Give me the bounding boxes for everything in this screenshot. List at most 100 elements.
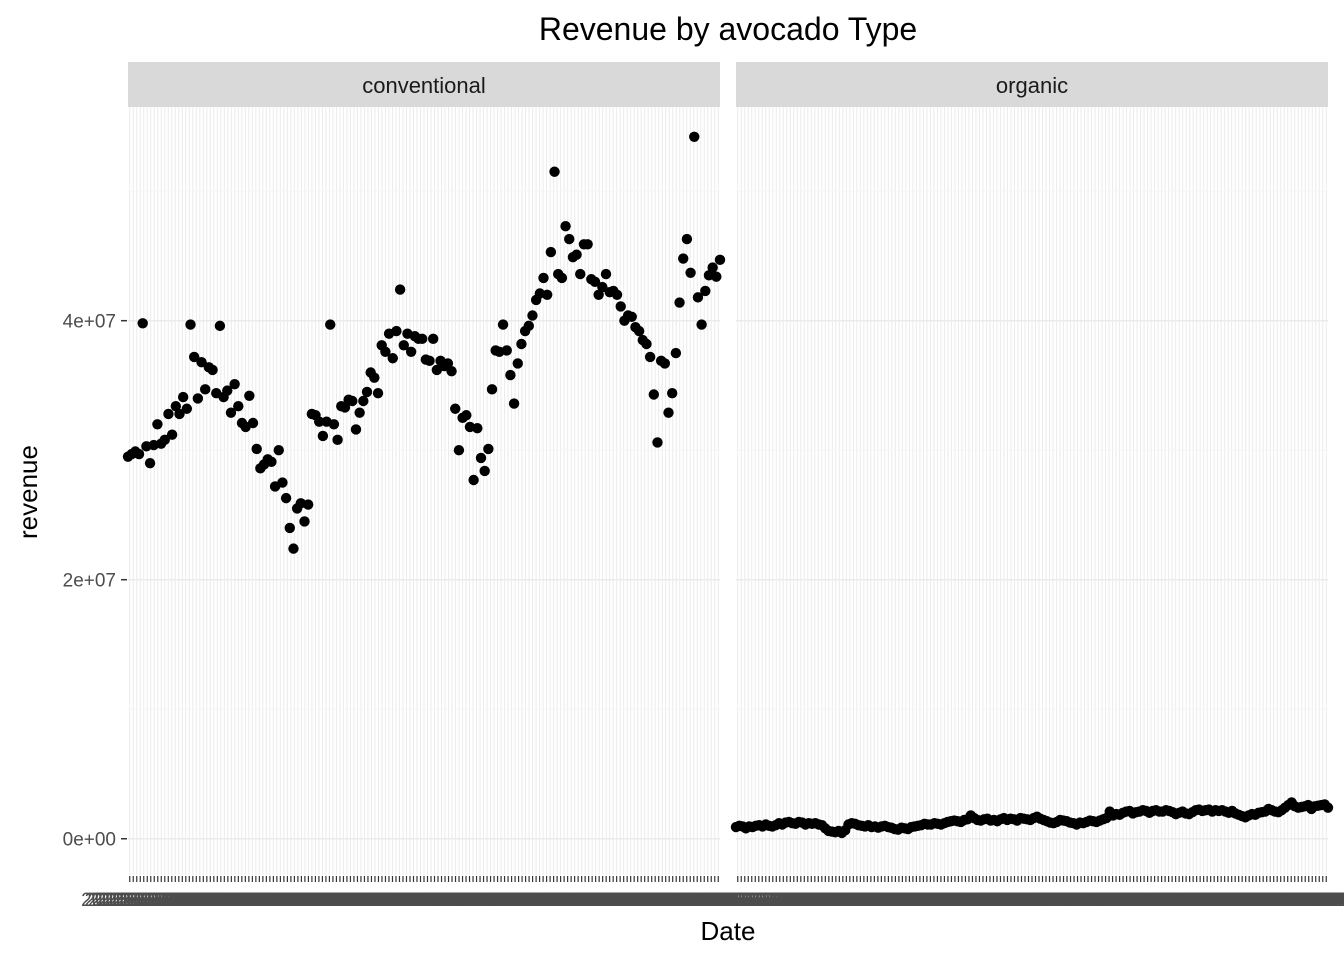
data-point [442, 358, 454, 369]
x-tick-label: 2015-01-04 [92, 890, 190, 911]
x-tick-label: 2015-01-04 [298, 890, 396, 911]
data-point [416, 333, 428, 345]
data-point [659, 358, 671, 369]
x-tick-label: 2015-01-04 [435, 890, 533, 911]
x-tick-label: 2015-01-04 [864, 890, 962, 911]
x-tick-label: 2015-01-04 [829, 890, 927, 911]
data-point [394, 284, 406, 295]
x-tick-label: 2015-01-04 [473, 890, 571, 911]
x-tick-label: 2015-01-04 [141, 890, 239, 911]
x-tick-label: 2015-01-04 [833, 890, 931, 911]
x-tick-label: 2015-01-04 [962, 890, 1060, 911]
x-tick-label: 2015-01-04 [899, 890, 997, 911]
x-tick-label: 2015-01-04 [102, 890, 200, 911]
x-tick-label: 2015-01-04 [1183, 890, 1281, 911]
x-tick-label: 2015-01-04 [696, 890, 794, 911]
chart-title: Revenue by avocado Type [539, 11, 917, 47]
x-tick-label: 2015-01-04 [770, 890, 868, 911]
x-tick-label: 2015-01-04 [784, 890, 882, 911]
data-point [380, 346, 391, 357]
x-tick-label: 2015-01-04 [631, 890, 729, 911]
data-point [299, 516, 310, 527]
facet-panel-organic: organic2015-01-042015-01-042015-01-04201… [689, 62, 1344, 911]
x-tick-label: 2015-01-04 [670, 890, 768, 911]
x-tick-label: 2015-01-04 [1215, 890, 1313, 911]
data-point [339, 402, 351, 413]
x-tick-label: 2015-01-04 [882, 890, 980, 911]
x-tick-label: 2015-01-04 [903, 890, 1001, 911]
x-tick-label: 2015-01-04 [1218, 890, 1316, 911]
x-tick-label: 2015-01-04 [221, 890, 319, 911]
x-tick-label: 2015-01-04 [382, 890, 480, 911]
data-point [192, 393, 204, 404]
x-tick-label: 2015-01-04 [207, 890, 305, 911]
data-point [361, 386, 373, 398]
x-tick-label: 2015-01-04 [375, 890, 473, 911]
x-tick-label: 2015-01-04 [1274, 890, 1344, 911]
x-tick-label: 2015-01-04 [113, 890, 211, 911]
x-tick-label: 2015-01-04 [1197, 890, 1295, 911]
x-tick-label: 2015-01-04 [281, 890, 379, 911]
data-point [589, 276, 601, 288]
x-tick-label: 2015-01-04 [358, 890, 456, 911]
x-tick-label: 2015-01-04 [155, 890, 253, 911]
data-point [611, 289, 623, 300]
x-tick-label: 2015-01-04 [724, 890, 822, 911]
x-tick-label: 2015-01-04 [344, 890, 442, 911]
x-tick-label: 2015-01-04 [316, 890, 414, 911]
x-tick-label: 2015-01-04 [1071, 890, 1169, 911]
facet-panels: conventional2015-01-042015-01-042015-01-… [81, 62, 1344, 911]
x-tick-label: 2015-01-04 [742, 890, 840, 911]
x-tick-label: 2015-01-04 [948, 890, 1046, 911]
x-tick-label: 2015-01-04 [850, 890, 948, 911]
x-tick-label: 2015-01-04 [854, 890, 952, 911]
x-tick-label: 2015-01-04 [941, 890, 1039, 911]
data-point [247, 417, 259, 429]
x-tick-label: 2015-01-04 [523, 890, 621, 911]
x-tick-label: 2015-01-04 [663, 890, 761, 911]
x-tick-label: 2015-01-04 [1102, 890, 1200, 911]
data-point [144, 457, 156, 469]
data-point [556, 272, 568, 284]
data-point [453, 445, 465, 456]
x-tick-label: 2015-01-04 [815, 890, 913, 911]
x-tick-label: 2015-01-04 [291, 890, 389, 911]
x-tick-label: 2015-01-04 [826, 890, 924, 911]
x-tick-label: 2015-01-04 [309, 890, 407, 911]
x-tick-label: 2015-01-04 [931, 890, 1029, 911]
x-tick-label: 2015-01-04 [728, 890, 826, 911]
x-tick-label: 2015-01-04 [85, 890, 183, 911]
x-tick-label: 2015-01-04 [1018, 890, 1116, 911]
x-tick-label: 2015-01-04 [1194, 890, 1292, 911]
data-point [196, 356, 207, 368]
x-tick-label: 2015-01-04 [512, 890, 610, 911]
data-point [696, 319, 707, 330]
x-tick-label: 2015-01-04 [1236, 890, 1334, 911]
data-point [424, 355, 435, 367]
x-tick-label: 2015-01-04 [794, 890, 892, 911]
data-point [641, 338, 652, 350]
x-tick-label: 2015-01-04 [652, 890, 750, 911]
x-tick-label: 2015-01-04 [666, 890, 764, 911]
x-tick-label: 2015-01-04 [421, 890, 519, 911]
x-tick-label: 2015-01-04 [1155, 890, 1253, 911]
x-tick-label: 2015-01-04 [540, 890, 638, 911]
x-tick-label: 2015-01-04 [1050, 890, 1148, 911]
x-tick-label: 2015-01-04 [959, 890, 1057, 911]
data-point [486, 384, 498, 395]
x-tick-label: 2015-01-04 [1046, 890, 1144, 911]
x-tick-label: 2015-01-04 [127, 890, 225, 911]
data-point [225, 407, 237, 418]
x-tick-label: 2015-01-04 [1229, 890, 1327, 911]
x-tick-label: 2015-01-04 [1060, 890, 1158, 911]
data-point [314, 416, 325, 427]
data-points-conventional [122, 131, 726, 554]
data-point [541, 289, 553, 300]
data-point [177, 391, 189, 403]
x-tick-label: 2015-01-04 [572, 890, 670, 911]
x-tick-label: 2015-01-04 [906, 890, 1004, 911]
data-point [347, 395, 358, 407]
x-tick-label: 2015-01-04 [116, 890, 214, 911]
x-tick-label: 2015-01-04 [1222, 890, 1320, 911]
data-point [185, 319, 196, 330]
